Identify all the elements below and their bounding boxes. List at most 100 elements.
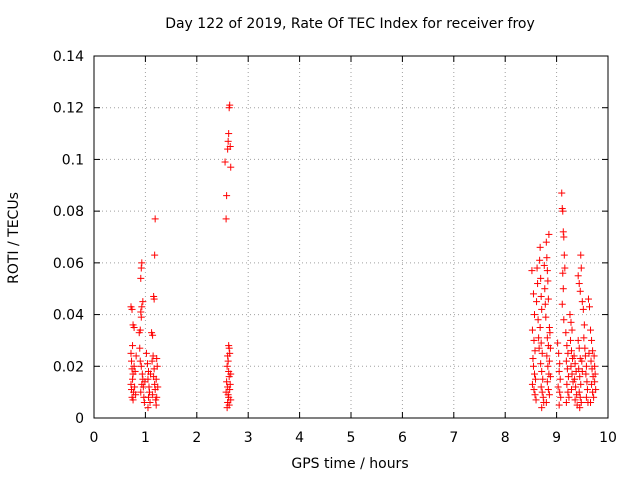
data-point (222, 215, 230, 223)
data-point (137, 308, 145, 316)
chart-title: Day 122 of 2019, Rate Of TEC Index for r… (165, 16, 535, 32)
data-point (227, 396, 235, 404)
data-point (138, 303, 146, 311)
x-tick-label: 1 (141, 430, 150, 446)
data-point (138, 259, 146, 267)
data-point (556, 360, 564, 368)
data-point (531, 347, 539, 355)
data-point (577, 398, 585, 406)
data-point (589, 347, 597, 355)
data-point (576, 393, 584, 401)
data-point (132, 391, 140, 399)
data-point (555, 367, 563, 375)
data-point (145, 383, 153, 391)
data-point (574, 336, 582, 344)
data-point (572, 383, 580, 391)
data-point (533, 298, 541, 306)
data-point (532, 396, 540, 404)
data-point (127, 349, 135, 357)
x-tick-label: 8 (501, 430, 510, 446)
data-point (226, 143, 234, 150)
data-point (543, 254, 551, 262)
data-point (562, 329, 570, 337)
data-point (226, 380, 234, 388)
data-point (560, 233, 568, 241)
data-point (581, 344, 589, 352)
data-point (559, 269, 567, 277)
data-point (564, 373, 572, 381)
data-point (144, 404, 152, 412)
data-point (554, 383, 562, 391)
data-point (563, 365, 571, 373)
x-axis-label: GPS time / hours (291, 456, 409, 472)
x-tick-label: 10 (599, 430, 617, 446)
data-point (555, 349, 563, 357)
data-point (554, 339, 562, 347)
data-point (534, 316, 542, 324)
data-point (571, 375, 579, 383)
data-point (535, 344, 543, 352)
data-point (560, 251, 568, 259)
data-point (223, 192, 231, 200)
data-point (543, 267, 551, 275)
y-tick-label: 0.1 (62, 152, 84, 168)
data-point (538, 388, 546, 396)
data-point (578, 357, 586, 365)
data-point (560, 316, 568, 324)
data-point (152, 375, 160, 383)
plot-frame (93, 55, 609, 419)
data-point (227, 163, 235, 171)
data-point (137, 362, 145, 370)
data-point (223, 362, 231, 370)
data-point (568, 326, 576, 334)
data-point (142, 349, 150, 357)
data-point (539, 375, 547, 383)
grid-lines (94, 56, 608, 418)
data-point (139, 298, 147, 306)
data-point (588, 336, 596, 344)
data-point (128, 305, 136, 313)
data-point (132, 352, 140, 360)
data-point (129, 396, 137, 404)
data-point (224, 137, 232, 145)
data-point (131, 367, 139, 375)
data-point (538, 404, 546, 412)
x-tick-label: 7 (449, 430, 458, 446)
data-point (538, 349, 546, 357)
data-point (558, 189, 566, 197)
data-point (149, 352, 157, 360)
data-point (562, 357, 570, 365)
data-point (151, 251, 159, 259)
data-point (528, 267, 536, 275)
data-point (150, 295, 158, 303)
data-point (152, 401, 160, 409)
data-point (531, 391, 539, 399)
data-point (542, 398, 550, 406)
data-point (536, 243, 544, 251)
data-point (136, 326, 144, 334)
data-point (530, 336, 538, 344)
data-point (543, 334, 551, 342)
data-point (538, 367, 546, 375)
data-point (570, 352, 578, 360)
data-point (226, 386, 234, 394)
data-point (564, 388, 572, 396)
data-point (567, 362, 575, 370)
y-tick-label: 0.02 (53, 359, 84, 375)
data-point (225, 130, 233, 138)
data-point (556, 388, 564, 396)
data-point (225, 344, 233, 352)
data-point (537, 274, 545, 282)
data-point (591, 362, 599, 370)
data-point (577, 264, 585, 272)
data-point (556, 375, 564, 383)
data-point (127, 380, 135, 388)
x-tick-label: 4 (295, 430, 304, 446)
data-point (537, 360, 545, 368)
x-tick-label: 3 (244, 430, 253, 446)
data-point (541, 300, 549, 308)
x-tick-label: 2 (192, 430, 201, 446)
data-point (144, 375, 152, 383)
